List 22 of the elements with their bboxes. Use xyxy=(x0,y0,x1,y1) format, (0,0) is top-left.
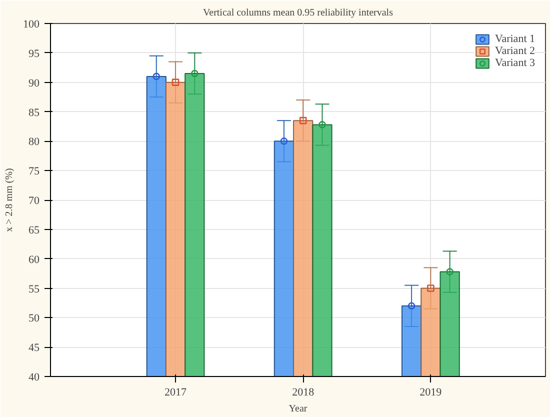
y-tick-label: 45 xyxy=(28,342,40,354)
legend-label: Variant 3 xyxy=(494,57,535,69)
legend-label: Variant 1 xyxy=(494,33,535,45)
x-axis-title: Year xyxy=(288,404,308,414)
x-tick-label: 2018 xyxy=(292,386,315,398)
y-tick-label: 50 xyxy=(28,312,40,325)
y-tick-label: 60 xyxy=(28,254,40,266)
y-tick-label: 40 xyxy=(28,372,40,384)
y-tick-label: 80 xyxy=(28,136,40,148)
y-tick-label: 55 xyxy=(28,283,40,296)
y-tick-label: 100 xyxy=(23,18,40,30)
legend-label: Variant 2 xyxy=(494,45,535,57)
y-tick-label: 85 xyxy=(28,106,40,119)
y-tick-label: 70 xyxy=(28,195,40,207)
y-axis-title: x > 2.8 mm (%) xyxy=(4,168,15,232)
x-tick-label: 2019 xyxy=(420,386,442,398)
y-tick-label: 75 xyxy=(28,166,40,178)
x-tick-label: 2017 xyxy=(164,386,188,398)
chart-title: Vertical columns mean 0.95 reliability intervals xyxy=(203,8,394,18)
y-tick-label: 95 xyxy=(28,48,40,60)
y-tick-label: 90 xyxy=(28,77,40,90)
y-tick-label: 65 xyxy=(28,224,40,236)
